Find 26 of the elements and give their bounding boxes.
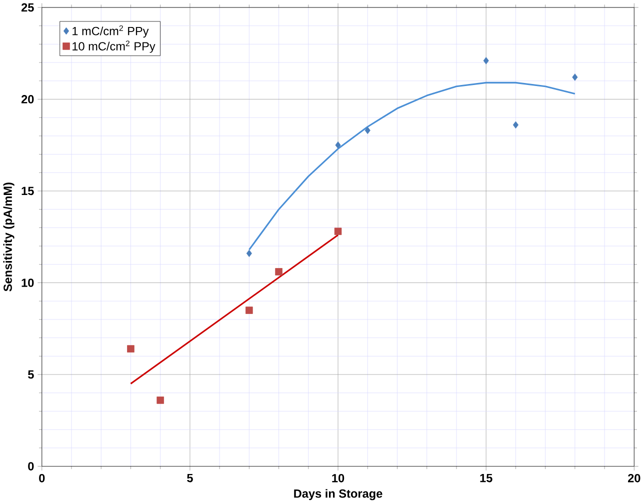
point [275,268,282,276]
point [246,306,253,314]
y-axis-title: Sensitivity (pA/mM) [3,182,14,292]
point [334,227,342,235]
x-tick-label: 5 [187,474,193,482]
x-axis-title: Days in Storage [294,488,382,500]
y-tick-label: 5 [28,370,34,378]
point [246,250,252,257]
point [127,344,134,352]
point [364,126,370,134]
x-tick-label: 10 [332,474,344,482]
point [483,56,489,64]
legend-label: 1 mC/cm$^{2}$ PPy [72,25,149,38]
point [572,73,578,81]
point [512,121,518,128]
y-tick-label: 0 [28,462,34,470]
x-tick-label: 20 [628,474,640,482]
y-tick-label: 10 [22,278,34,287]
y-tick-label: 15 [22,186,34,195]
legend-label: 10 mC/cm$^{2}$ PPy [72,40,156,53]
x-tick-label: 0 [39,474,45,482]
y-tick-label: 20 [21,94,34,104]
y-tick-label: 25 [21,3,34,12]
point [156,396,164,404]
x-tick-label: 15 [480,474,492,482]
point [335,141,341,149]
